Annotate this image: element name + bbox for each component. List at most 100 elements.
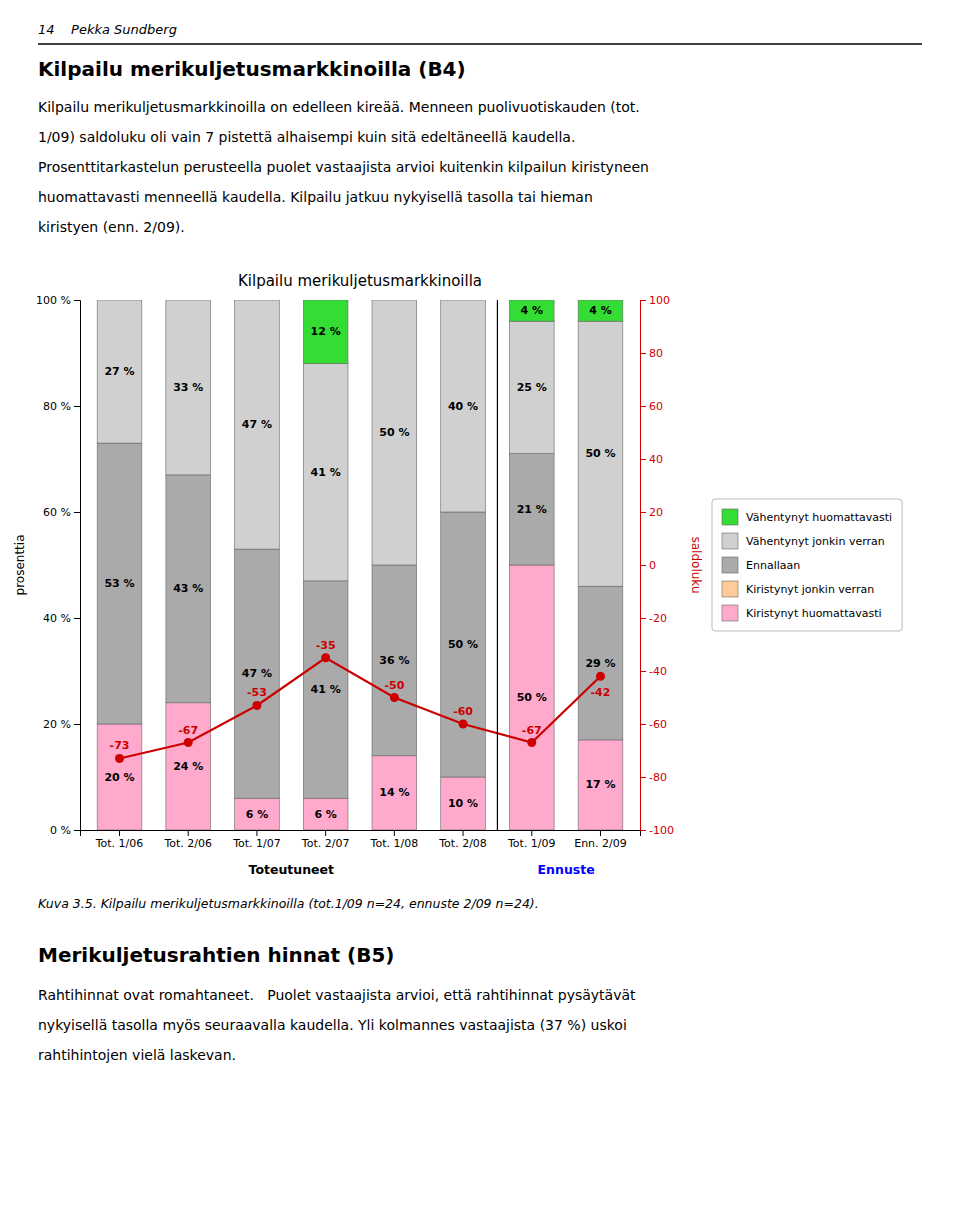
tick: -60 — [640, 718, 667, 731]
bar-segment — [97, 300, 142, 301]
bar-label: 50 % — [517, 691, 547, 704]
legend-frame — [712, 499, 902, 631]
bar-segment — [303, 364, 348, 581]
span-label: Toteutuneet — [249, 862, 335, 877]
bar-label: 50 % — [448, 638, 478, 651]
tick: 100 — [640, 294, 670, 307]
legend-label: Kiristynyt jonkin verran — [746, 583, 874, 596]
bar-label: 25 % — [517, 381, 547, 394]
bar-segment — [166, 475, 211, 703]
bar-segment — [235, 798, 280, 830]
tick-label: -20 — [649, 612, 667, 625]
bar-segment — [441, 300, 486, 301]
bar-segment — [166, 300, 211, 301]
line-label: -60 — [453, 705, 473, 718]
legend-label: Vähentynyt jonkin verran — [746, 535, 885, 548]
line-marker — [252, 701, 261, 710]
tick-label: Tot. 2/08 — [438, 837, 487, 850]
body-text: Kilpailu merikuljetusmarkkinoilla on ede… — [38, 99, 640, 115]
axis: 0 %20 %40 %60 %80 %100 % — [36, 294, 80, 837]
line-label: -50 — [384, 679, 404, 692]
body-text: huomattavasti menneellä kaudella. Kilpai… — [38, 189, 593, 205]
bar-segment — [509, 321, 554, 454]
tick-mark — [600, 830, 601, 836]
bar-label: 47 % — [242, 418, 272, 431]
span-label: Ennuste — [538, 862, 595, 877]
bar-series — [303, 300, 623, 364]
tick-label: Tot. 2/07 — [301, 837, 350, 850]
tick-label: 40 % — [43, 612, 71, 625]
bar-segment — [372, 300, 417, 301]
tick-label: Enn. 2/09 — [574, 837, 627, 850]
bar-label: 43 % — [173, 582, 203, 595]
body-text: Rahtihinnat ovat romahtaneet. Puolet vas… — [38, 987, 636, 1003]
tick-mark — [463, 830, 464, 836]
bar-segment — [303, 581, 348, 798]
tick: 40 % — [43, 612, 80, 625]
bar-label: 14 % — [379, 786, 409, 799]
tick-mark — [640, 618, 646, 619]
tick-mark — [640, 724, 646, 725]
bar-label: 41 % — [311, 466, 341, 479]
tick-mark — [640, 353, 646, 354]
tick: Tot. 1/06 — [95, 830, 144, 850]
tick-mark — [640, 300, 646, 301]
tick: -100 — [640, 824, 674, 837]
tick-mark — [119, 830, 120, 836]
tick-mark — [394, 830, 395, 836]
bar-segment — [372, 565, 417, 756]
tick-label: 20 — [649, 506, 663, 519]
tick-mark — [325, 830, 326, 836]
bar-series — [97, 300, 623, 586]
bar-segment — [441, 777, 486, 830]
line-marker — [459, 720, 468, 729]
line-label: -53 — [247, 686, 267, 699]
tick-mark — [640, 565, 646, 566]
body-text: rahtihintojen vielä laskevan. — [38, 1047, 236, 1063]
tick-label: Tot. 1/08 — [370, 837, 419, 850]
tick-label: 0 — [649, 559, 656, 572]
tick-mark — [74, 724, 80, 725]
bar-label: 33 % — [173, 381, 203, 394]
tick: Tot. 1/08 — [370, 830, 419, 850]
tick-mark — [74, 512, 80, 513]
tick-label: Tot. 1/06 — [95, 837, 144, 850]
header-rule — [38, 43, 922, 45]
bar-label: 41 % — [311, 683, 341, 696]
legend-swatch — [722, 605, 738, 621]
body-text: Prosenttitarkastelun perusteella puolet … — [38, 159, 649, 175]
chart: Kilpailu merikuljetusmarkkinoilla20 %24 … — [13, 272, 902, 877]
bar-label: 20 % — [104, 771, 134, 784]
tick-mark — [256, 830, 257, 836]
bar-segment — [578, 300, 623, 321]
line-marker — [115, 754, 124, 763]
tick: 40 — [640, 453, 663, 466]
tick-label: -80 — [649, 771, 667, 784]
tick-mark — [74, 618, 80, 619]
bar-label: 24 % — [173, 760, 203, 773]
section-title: Kilpailu merikuljetusmarkkinoilla (B4) — [38, 57, 466, 81]
bar-segment — [303, 798, 348, 830]
tick-label: 100 — [649, 294, 670, 307]
tick-label: 60 % — [43, 506, 71, 519]
tick-mark — [531, 830, 532, 836]
tick-label: 80 — [649, 347, 663, 360]
bar-label: 4 % — [521, 304, 544, 317]
bar-label: 36 % — [379, 654, 409, 667]
axis-line — [81, 831, 641, 837]
tick-label: Tot. 1/09 — [507, 837, 556, 850]
tick-label: 40 — [649, 453, 663, 466]
line-label: -42 — [591, 686, 611, 699]
tick-label: -40 — [649, 665, 667, 678]
section-title: Merikuljetusrahtien hinnat (B5) — [38, 943, 395, 967]
tick-label: 20 % — [43, 718, 71, 731]
bar-segment — [235, 300, 280, 301]
tick-label: Tot. 2/06 — [163, 837, 212, 850]
tick-mark — [640, 777, 646, 778]
bar-segment — [578, 740, 623, 830]
bar-label: 27 % — [104, 365, 134, 378]
line-label: -67 — [178, 724, 198, 737]
tick-mark — [640, 406, 646, 407]
tick-label: 100 % — [36, 294, 71, 307]
tick: 60 — [640, 400, 663, 413]
